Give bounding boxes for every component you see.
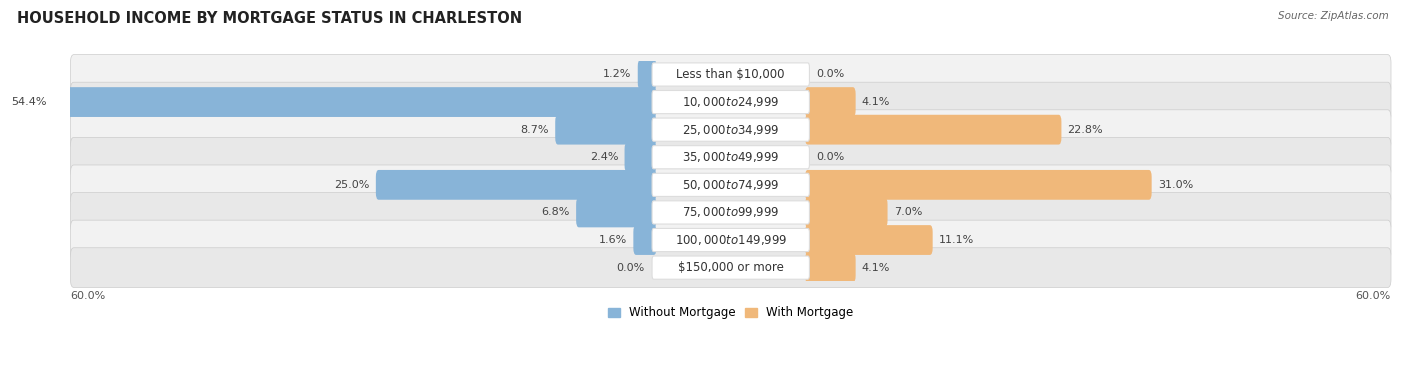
FancyBboxPatch shape: [652, 146, 810, 169]
Text: 1.2%: 1.2%: [603, 69, 631, 80]
FancyBboxPatch shape: [806, 225, 932, 255]
FancyBboxPatch shape: [70, 137, 1391, 177]
FancyBboxPatch shape: [70, 82, 1391, 122]
FancyBboxPatch shape: [652, 63, 810, 86]
Text: $35,000 to $49,999: $35,000 to $49,999: [682, 150, 779, 164]
Text: $150,000 or more: $150,000 or more: [678, 261, 783, 274]
Text: 31.0%: 31.0%: [1157, 180, 1192, 190]
FancyBboxPatch shape: [70, 193, 1391, 232]
FancyBboxPatch shape: [52, 87, 657, 117]
Text: $10,000 to $24,999: $10,000 to $24,999: [682, 95, 779, 109]
Text: HOUSEHOLD INCOME BY MORTGAGE STATUS IN CHARLESTON: HOUSEHOLD INCOME BY MORTGAGE STATUS IN C…: [17, 11, 522, 26]
Text: 1.6%: 1.6%: [599, 235, 627, 245]
FancyBboxPatch shape: [806, 87, 856, 117]
Text: 4.1%: 4.1%: [862, 97, 890, 107]
FancyBboxPatch shape: [806, 198, 887, 227]
Legend: Without Mortgage, With Mortgage: Without Mortgage, With Mortgage: [603, 302, 859, 324]
Text: 7.0%: 7.0%: [894, 207, 922, 218]
Text: 0.0%: 0.0%: [617, 263, 645, 273]
FancyBboxPatch shape: [638, 60, 657, 89]
Text: Source: ZipAtlas.com: Source: ZipAtlas.com: [1278, 11, 1389, 21]
Text: 0.0%: 0.0%: [817, 69, 845, 80]
Text: 22.8%: 22.8%: [1067, 125, 1104, 135]
Text: 25.0%: 25.0%: [335, 180, 370, 190]
Text: $100,000 to $149,999: $100,000 to $149,999: [675, 233, 787, 247]
Text: 4.1%: 4.1%: [862, 263, 890, 273]
FancyBboxPatch shape: [70, 110, 1391, 150]
FancyBboxPatch shape: [652, 173, 810, 196]
Text: 60.0%: 60.0%: [1355, 291, 1391, 301]
FancyBboxPatch shape: [806, 253, 856, 282]
FancyBboxPatch shape: [576, 198, 657, 227]
Text: 8.7%: 8.7%: [520, 125, 550, 135]
FancyBboxPatch shape: [70, 220, 1391, 260]
FancyBboxPatch shape: [652, 228, 810, 251]
Text: 60.0%: 60.0%: [70, 291, 105, 301]
FancyBboxPatch shape: [652, 118, 810, 141]
FancyBboxPatch shape: [70, 165, 1391, 205]
Text: 6.8%: 6.8%: [541, 207, 569, 218]
FancyBboxPatch shape: [624, 143, 657, 172]
FancyBboxPatch shape: [652, 90, 810, 113]
Text: Less than $10,000: Less than $10,000: [676, 68, 785, 81]
FancyBboxPatch shape: [806, 115, 1062, 144]
FancyBboxPatch shape: [70, 248, 1391, 288]
Text: $25,000 to $34,999: $25,000 to $34,999: [682, 123, 779, 137]
FancyBboxPatch shape: [375, 170, 657, 200]
Text: 54.4%: 54.4%: [11, 97, 46, 107]
FancyBboxPatch shape: [806, 170, 1152, 200]
Text: $50,000 to $74,999: $50,000 to $74,999: [682, 178, 779, 192]
Text: 2.4%: 2.4%: [591, 152, 619, 162]
FancyBboxPatch shape: [652, 256, 810, 279]
FancyBboxPatch shape: [555, 115, 657, 144]
FancyBboxPatch shape: [633, 225, 657, 255]
FancyBboxPatch shape: [70, 55, 1391, 94]
Text: 0.0%: 0.0%: [817, 152, 845, 162]
FancyBboxPatch shape: [652, 201, 810, 224]
Text: 11.1%: 11.1%: [939, 235, 974, 245]
Text: $75,000 to $99,999: $75,000 to $99,999: [682, 205, 779, 219]
